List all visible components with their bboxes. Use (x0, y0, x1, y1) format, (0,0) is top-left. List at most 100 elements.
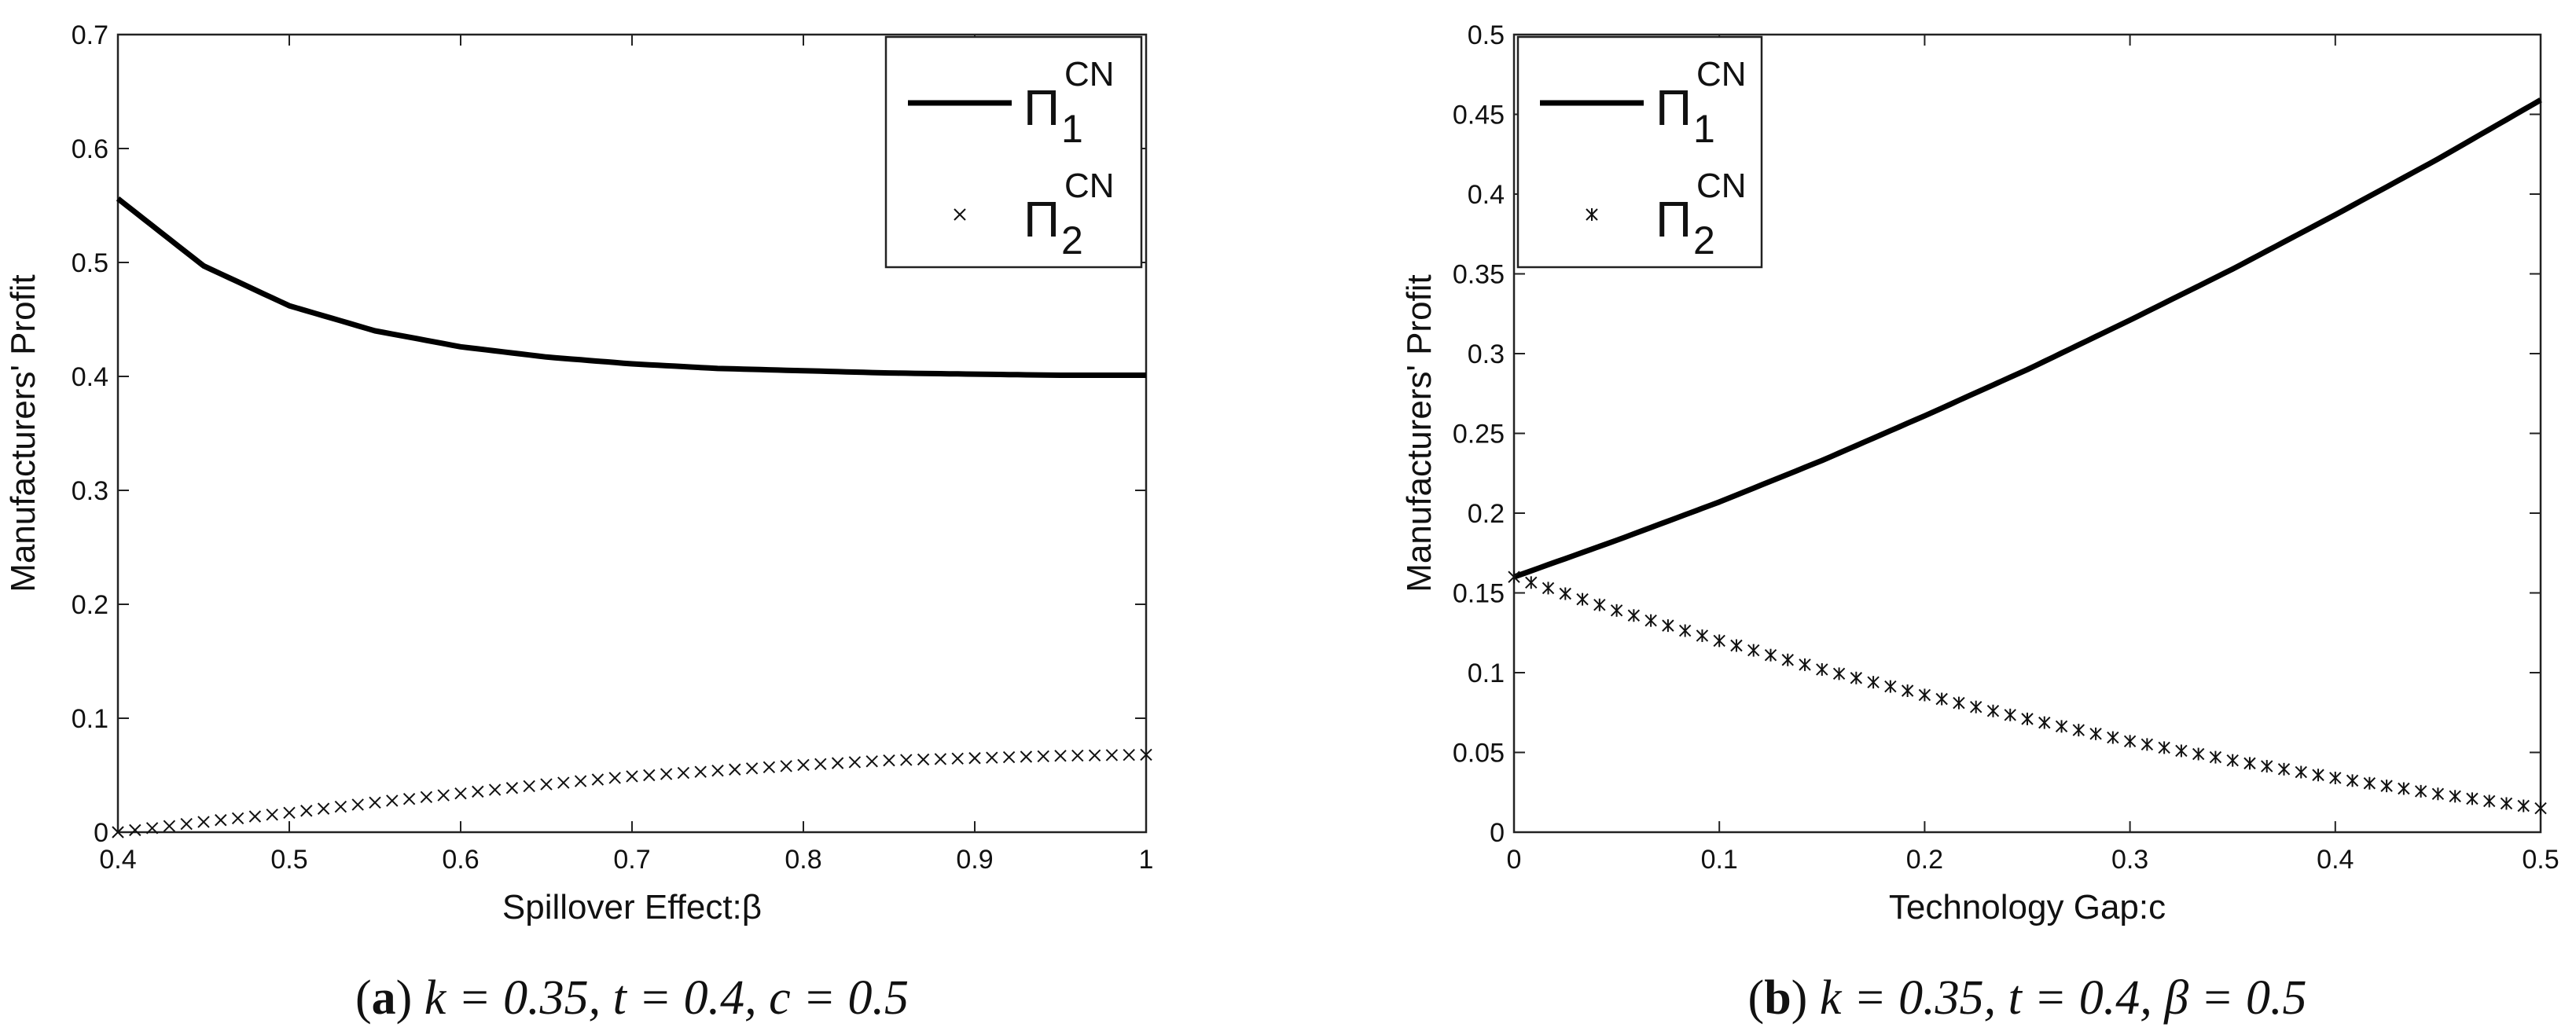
marker-stroke (540, 778, 553, 791)
marker-stroke (763, 761, 776, 774)
marker-point (369, 796, 381, 809)
marker-stroke (934, 753, 947, 765)
marker-stroke (986, 751, 998, 764)
legend-box (1516, 35, 1763, 269)
marker-point (1850, 671, 1863, 684)
marker-stroke (900, 754, 913, 766)
marker-point (1969, 700, 1983, 714)
marker-stroke (626, 770, 638, 783)
marker-point (1020, 750, 1033, 763)
marker-point (2192, 747, 2205, 761)
caption-paren: ( (355, 971, 372, 1025)
marker-point (1696, 629, 1709, 642)
caption-paren: ( (1748, 971, 1765, 1025)
y-tick-label: 0.45 (1453, 101, 1505, 130)
marker-point (745, 762, 759, 775)
marker-stroke (317, 802, 330, 815)
marker-stroke (677, 766, 690, 780)
legend-symbol: Π (1655, 79, 1692, 136)
marker-stroke (112, 826, 124, 838)
marker-stroke (488, 783, 502, 796)
marker-point (831, 757, 844, 769)
y-tick-label: 0.15 (1453, 579, 1505, 609)
marker-point (2261, 760, 2273, 773)
marker-stroke (420, 791, 433, 804)
marker-point (1140, 748, 1152, 761)
x-tick-label: 1 (1139, 845, 1154, 875)
y-tick-label: 0.25 (1453, 420, 1505, 449)
marker-point (1037, 750, 1049, 763)
marker-point (1610, 604, 1623, 617)
marker-stroke (1105, 749, 1119, 761)
marker-stroke (848, 756, 862, 769)
chart-b: 0 0.1 0.2 0.3 0.4 0.5 0 0.05 0.1 0.15 0.2 0.25 0.3 0.… (1400, 20, 2559, 1025)
marker-point (2466, 792, 2479, 805)
legend-symbol: Π (1023, 191, 1060, 248)
marker-point (1901, 684, 1914, 698)
marker-stroke (780, 760, 792, 772)
x-tick-label: 0.2 (1906, 845, 1943, 875)
marker-point (2107, 731, 2119, 744)
marker-point (1986, 704, 2000, 717)
marker-stroke (197, 816, 210, 828)
y-axis-label: Manufacturers' Profit (4, 274, 42, 593)
marker-point (351, 798, 364, 811)
y-tick-label: 0.1 (72, 704, 108, 734)
marker-point (1953, 696, 1965, 710)
marker-point (2123, 735, 2137, 748)
marker-point (797, 758, 810, 772)
x-tick-label: 0.3 (2111, 845, 2148, 875)
marker-point (1508, 571, 1520, 584)
legend-marker-sample (1586, 208, 1598, 221)
legend-subscript: 1 (1693, 107, 1715, 151)
marker-stroke (129, 824, 141, 837)
marker-stroke (814, 758, 827, 770)
marker-point (694, 765, 707, 778)
marker-stroke (505, 782, 519, 794)
marker-point (402, 792, 416, 805)
x-axis-label: Technology Gap:c (1889, 888, 2166, 926)
marker-point (2398, 782, 2410, 795)
marker-point (643, 769, 656, 782)
marker-point (1935, 692, 1948, 706)
y-tick-label: 0.3 (1468, 339, 1505, 369)
marker-point (386, 794, 399, 807)
marker-point (2295, 765, 2307, 779)
marker-stroke (369, 796, 381, 809)
marker-stroke (694, 765, 707, 778)
marker-stroke (917, 753, 930, 766)
marker-point (2517, 799, 2530, 813)
legend-symbol: Π (1655, 191, 1692, 248)
marker-point (574, 775, 587, 787)
marker-point (283, 806, 296, 820)
marker-point (2038, 716, 2051, 729)
marker-point (865, 755, 878, 768)
marker-point (934, 753, 947, 765)
x-tick-label: 0 (1507, 845, 1522, 875)
marker-stroke (1054, 750, 1067, 762)
marker-point (1559, 587, 1572, 600)
marker-stroke (745, 762, 759, 775)
marker-point (2346, 774, 2359, 787)
y-tick-label: 0.5 (1468, 20, 1505, 50)
marker-stroke (300, 805, 313, 817)
marker-point (420, 791, 433, 804)
marker-point (266, 808, 278, 821)
marker-point (1644, 614, 1657, 627)
marker-point (711, 764, 724, 777)
marker-stroke (1071, 749, 1084, 762)
marker-point (1525, 576, 1538, 589)
marker-point (1832, 667, 1846, 681)
marker-point (968, 752, 981, 765)
x-tick-label: 0.9 (956, 845, 993, 875)
legend-symbol: Π (1023, 79, 1060, 136)
marker-point (2021, 712, 2034, 725)
x-tick-label: 0.5 (270, 845, 307, 875)
marker-point (2004, 708, 2016, 721)
marker-point (2072, 724, 2085, 737)
marker-stroke (591, 773, 604, 786)
marker-stroke (163, 820, 176, 832)
marker-stroke (472, 785, 484, 798)
